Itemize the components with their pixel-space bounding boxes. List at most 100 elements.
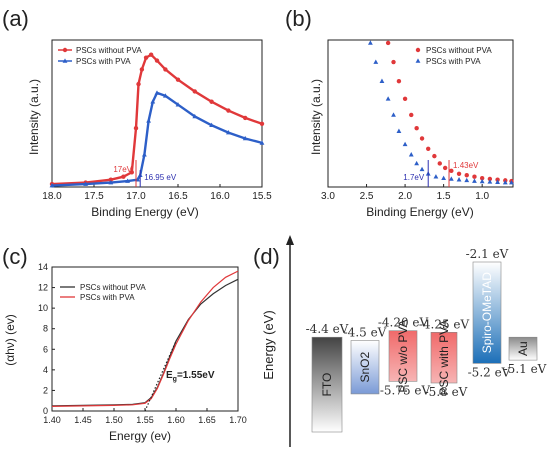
chart-a-point: [226, 108, 231, 113]
panel-label-d: (d): [253, 244, 280, 269]
chart-c-series-line: [51, 270, 239, 407]
chart-d: Energy (eV) FTO -4.4 eV SnO2 -4.5 eV PSC w/o…: [261, 235, 547, 447]
chart-a-point: [163, 93, 168, 98]
chart-d-band-label: PSC w/o PVA: [396, 319, 410, 392]
chart-b: Binding Energy (eV) Intensity (a.u.) 3.0…: [309, 39, 514, 219]
chart-c-ytick-label: 10: [38, 303, 48, 313]
chart-b-point: [464, 177, 470, 183]
chart-b-legend-marker: [415, 47, 421, 53]
chart-c-xtick-label: 1.65: [198, 415, 216, 425]
chart-b-point: [442, 165, 448, 171]
chart-c-xtick-label: 1.55: [136, 415, 154, 425]
chart-c-fit-line: [144, 340, 177, 412]
panel-label-c: (c): [2, 244, 28, 269]
chart-b-annotation: 1.7eV: [403, 173, 425, 182]
chart-b-point: [441, 175, 447, 180]
chart-b-point: [464, 173, 469, 178]
chart-b-frame: [327, 39, 514, 188]
chart-a-xtick-label: 15.5: [252, 191, 272, 202]
chart-a-point: [209, 122, 214, 128]
chart-b-legend-label: PSCs without PVA: [426, 46, 492, 55]
chart-b-point: [472, 174, 477, 179]
chart-b-point: [487, 179, 493, 184]
chart-c-xtick-label: 1.45: [74, 415, 92, 425]
chart-c-ytick-label: 6: [43, 344, 48, 354]
chart-d-band: [430, 332, 458, 384]
chart-b-point: [402, 96, 408, 102]
chart-b-point: [502, 179, 508, 185]
panel-label-b: (b): [285, 6, 312, 31]
chart-d-band-label: FTO: [320, 373, 334, 397]
chart-b-point: [419, 136, 425, 141]
chart-b-point: [391, 59, 396, 65]
chart-b-point: [456, 171, 462, 176]
chart-c-ytick-label: 12: [38, 283, 48, 293]
chart-d-band-label: SnO2: [358, 352, 372, 383]
chart-a-point: [139, 67, 145, 72]
chart-c-xtick-label: 1.70: [229, 415, 247, 425]
chart-a-point: [242, 135, 248, 141]
chart-d-band: [388, 330, 418, 382]
chart-a-legend-marker: [62, 47, 68, 53]
chart-b-xtick-label: 3.0: [321, 191, 335, 202]
chart-c-ytick-label: 0: [43, 406, 48, 416]
chart-b-point: [487, 176, 493, 182]
chart-a-point: [175, 102, 181, 107]
chart-a-frame: [51, 39, 263, 188]
chart-c-xtick-label: 1.40: [43, 415, 61, 425]
chart-b-point: [456, 177, 462, 182]
chart-a-point: [133, 126, 139, 131]
chart-d-bottom-label: -5.75 eV: [380, 383, 431, 397]
chart-d-axis-arrow: [286, 235, 294, 245]
chart-c-xlabel: Energy (ev): [109, 429, 171, 443]
chart-b-ylabel: Intensity (a.u.): [309, 79, 323, 155]
chart-b-point: [433, 174, 439, 179]
chart-b-point: [419, 166, 425, 172]
chart-b-point: [432, 153, 437, 159]
chart-b-point: [472, 178, 477, 183]
chart-b-point: [373, 59, 379, 64]
chart-d-band: [508, 336, 538, 361]
chart-b-xtick-label: 2.5: [360, 191, 374, 202]
chart-a-xtick-label: 17.0: [126, 191, 146, 202]
chart-b-point: [414, 126, 419, 131]
chart-b-legend-marker: [415, 58, 421, 63]
chart-a-point: [175, 77, 181, 82]
chart-a-annotation: 17eV: [113, 165, 132, 174]
chart-a-point: [259, 140, 265, 145]
chart-c-ytick-label: 2: [43, 385, 48, 395]
chart-b-point: [437, 161, 442, 166]
chart-a-xlabel: Binding Energy (eV): [91, 205, 198, 219]
chart-a-annotation: 16.95 eV: [144, 173, 177, 182]
chart-b-point: [391, 112, 396, 117]
chart-b-point: [495, 179, 500, 184]
chart-d-band: [311, 336, 343, 433]
chart-d-top-label: -4.20 eV: [378, 316, 429, 330]
panel-label-a: (a): [2, 6, 29, 31]
chart-a-point: [49, 182, 55, 188]
chart-b-xtick-label: 2.0: [398, 191, 412, 202]
chart-c-xtick-label: 1.50: [105, 415, 123, 425]
chart-d-top-label: -4.25 eV: [419, 317, 470, 331]
chart-a-point: [226, 130, 231, 135]
chart-c-legend-label: PSCs with PVA: [80, 293, 135, 302]
chart-a-legend-label: PSCs without PVA: [76, 46, 142, 55]
chart-b-point: [385, 40, 391, 46]
chart-a-point: [136, 81, 141, 87]
chart-d-band-label: Au: [516, 341, 530, 356]
chart-a-point: [146, 118, 151, 123]
chart-a-point: [83, 181, 88, 186]
chart-c-annotation: Eg=1.55eV: [166, 370, 215, 383]
chart-c-ytick-label: 8: [43, 324, 48, 334]
chart-d-bottom-label: -5.2 eV: [468, 365, 511, 379]
chart-d-bottom-label: -5.1 eV: [504, 362, 547, 376]
chart-b-point: [479, 178, 485, 184]
chart-c-legend-label: PSCs without PVA: [80, 283, 146, 292]
chart-a-series-line: [51, 91, 263, 187]
chart-a-legend-label: PSCs with PVA: [76, 57, 131, 66]
chart-b-point: [409, 112, 414, 118]
chart-b-xlabel: Binding Energy (eV): [366, 205, 473, 219]
chart-a-point: [121, 174, 126, 179]
chart-a-point: [192, 89, 197, 94]
